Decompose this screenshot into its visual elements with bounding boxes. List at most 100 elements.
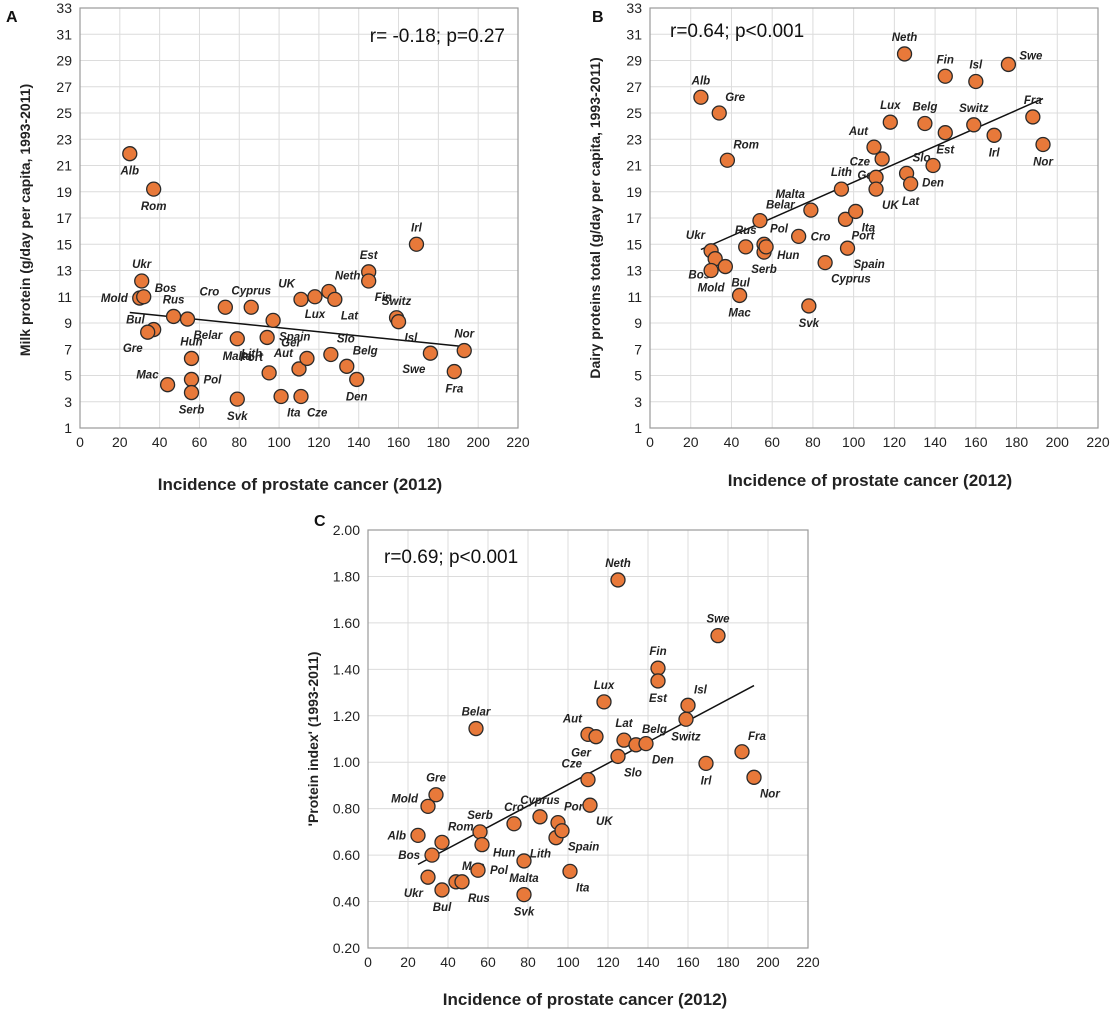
panel-C: 0 20 40 60 80 100 120 140 160 180 200 220 0.20 0.40 0.… xyxy=(305,513,820,1009)
point-label: Bul xyxy=(126,315,145,327)
point-label: Cyprus xyxy=(231,285,271,297)
point-label: Mac xyxy=(136,370,159,382)
point-label: Lux xyxy=(880,100,901,112)
y-tick-label: 21 xyxy=(56,158,72,174)
data-point xyxy=(817,254,833,271)
point-label: Isl xyxy=(969,60,983,72)
data-point xyxy=(136,289,152,305)
point-label: Cro xyxy=(504,802,524,814)
x-tick-label: 200 xyxy=(1046,434,1070,450)
x-tick-label: 120 xyxy=(883,434,907,450)
data-point xyxy=(516,886,532,903)
y-tick-label: 17 xyxy=(56,210,72,226)
data-point xyxy=(731,287,748,304)
point-label: Est xyxy=(360,250,379,262)
y-tick-label: 7 xyxy=(64,341,72,357)
y-tick-label: 27 xyxy=(56,79,72,95)
point-label: Serb xyxy=(467,810,493,822)
x-tick-label: 0 xyxy=(646,434,654,450)
point-label: Slo xyxy=(624,767,642,779)
plot-frame xyxy=(79,7,519,429)
point-label: Belar xyxy=(194,330,223,342)
x-tick-label: 220 xyxy=(1086,434,1110,450)
y-tick-label: 29 xyxy=(626,53,642,69)
point-label: Lith xyxy=(831,167,852,179)
y-tick-label: 19 xyxy=(626,184,642,200)
data-point xyxy=(259,329,275,346)
x-tick-label: 100 xyxy=(267,434,291,450)
data-point xyxy=(837,211,854,227)
point-label: Irl xyxy=(701,775,713,787)
y-tick-label: 25 xyxy=(56,105,72,121)
y-tick-label: 21 xyxy=(626,158,642,174)
y-tick-label: 3 xyxy=(634,394,642,410)
data-point xyxy=(803,202,819,218)
y-tick-label: 15 xyxy=(626,236,642,252)
data-point xyxy=(580,771,596,788)
data-point xyxy=(446,363,462,380)
x-tick-label: 80 xyxy=(231,434,247,450)
x-tick-label: 60 xyxy=(480,954,496,970)
x-tick-label: 40 xyxy=(724,434,740,450)
point-label: Spain xyxy=(854,259,885,271)
y-tick-label: 33 xyxy=(626,0,642,16)
data-point xyxy=(868,181,884,197)
point-label: Lux xyxy=(594,680,615,692)
point-label: Nor xyxy=(454,329,474,341)
y-axis-title: 'Protein index' (1993-2011) xyxy=(305,652,321,827)
data-point xyxy=(717,258,733,275)
data-point xyxy=(968,73,984,90)
point-label: Aut xyxy=(273,348,294,360)
data-point xyxy=(698,755,714,772)
data-point xyxy=(703,262,719,279)
data-point xyxy=(903,176,919,192)
data-point xyxy=(229,331,245,347)
y-tick-label: 31 xyxy=(56,26,72,42)
point-label: Fin xyxy=(937,54,954,66)
y-tick-label: 3 xyxy=(64,394,72,410)
data-point xyxy=(183,371,200,388)
y-tick-label: 1 xyxy=(634,420,642,436)
x-tick-label: 60 xyxy=(764,434,780,450)
panel-letter: C xyxy=(314,513,326,530)
point-label: Rus xyxy=(468,893,490,905)
data-point xyxy=(678,711,694,727)
y-tick-label: 9 xyxy=(64,315,72,331)
x-tick-label: 100 xyxy=(556,954,580,970)
point-label: Lith xyxy=(530,849,551,861)
data-point xyxy=(752,212,768,229)
x-tick-label: 120 xyxy=(596,954,620,970)
data-point xyxy=(839,240,856,256)
point-label: Rus xyxy=(163,294,185,306)
x-tick-label: 80 xyxy=(805,434,821,450)
correlation-stat: r=0.64; p<0.001 xyxy=(670,21,804,42)
data-point xyxy=(896,46,913,62)
x-tick-label: 140 xyxy=(347,434,371,450)
x-tick-label: 20 xyxy=(400,954,416,970)
data-point xyxy=(882,114,898,130)
y-axis-title: Milk protein (g/day per capita, 1993-201… xyxy=(17,84,33,356)
y-tick-label: 25 xyxy=(626,105,642,121)
data-point xyxy=(390,314,407,330)
data-point xyxy=(746,769,762,785)
data-point xyxy=(986,127,1002,143)
data-point xyxy=(596,694,612,710)
data-point xyxy=(562,863,578,880)
point-label: Nor xyxy=(1033,157,1053,169)
y-tick-label: 23 xyxy=(56,131,72,147)
point-label: Port xyxy=(851,230,875,242)
point-label: Pol xyxy=(203,374,222,386)
data-point xyxy=(801,298,817,314)
point-label: Cze xyxy=(307,408,328,420)
data-point xyxy=(506,816,522,832)
data-point xyxy=(758,239,774,255)
data-point xyxy=(410,827,426,844)
data-point xyxy=(217,299,233,315)
data-point xyxy=(454,874,470,890)
y-tick-label: 31 xyxy=(626,26,642,42)
x-tick-label: 40 xyxy=(440,954,456,970)
point-label: Belg xyxy=(642,724,667,736)
point-label: Cro xyxy=(811,231,831,243)
data-point xyxy=(261,365,277,381)
data-point xyxy=(925,157,941,174)
